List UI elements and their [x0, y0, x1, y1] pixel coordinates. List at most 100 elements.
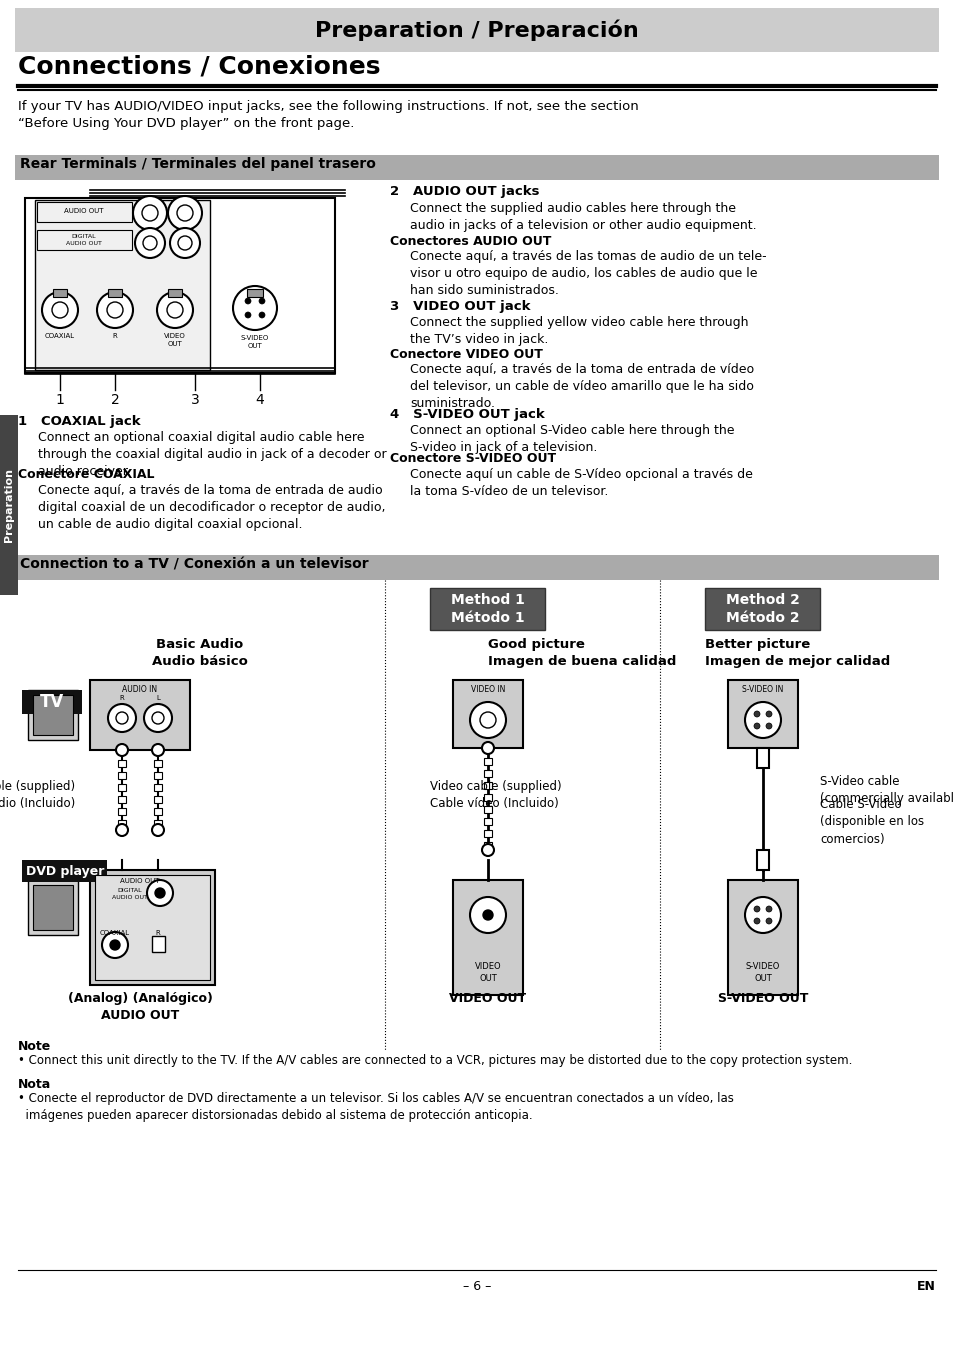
Text: Connection to a TV / Conexión a un televisor: Connection to a TV / Conexión a un telev… — [20, 557, 368, 572]
Text: Preparation: Preparation — [4, 468, 14, 542]
Bar — [95, 875, 210, 980]
Circle shape — [110, 940, 120, 950]
Text: Method 1
Método 1: Method 1 Método 1 — [451, 593, 524, 625]
Circle shape — [167, 302, 183, 318]
Bar — [483, 818, 492, 825]
Bar — [153, 807, 162, 816]
Bar — [153, 760, 162, 767]
Bar — [430, 588, 544, 630]
Bar — [0, 415, 18, 594]
Bar — [757, 748, 768, 768]
Text: VIDEO
OUT: VIDEO OUT — [475, 962, 500, 983]
Text: Connect an optional S-Video cable here through the
S-video in jack of a televisi: Connect an optional S-Video cable here t… — [410, 425, 734, 454]
Bar — [118, 820, 126, 828]
Bar — [483, 758, 492, 766]
Circle shape — [258, 311, 265, 318]
Text: Audio cable (supplied)
Cable audio (Incluido): Audio cable (supplied) Cable audio (Incl… — [0, 780, 75, 810]
Circle shape — [116, 824, 128, 836]
Text: Connect an optional coaxial digital audio cable here
through the coaxial digital: Connect an optional coaxial digital audi… — [38, 431, 386, 479]
Circle shape — [479, 712, 496, 728]
Text: Method 2
Método 2: Method 2 Método 2 — [725, 593, 800, 625]
Bar — [153, 772, 162, 779]
Bar — [15, 155, 938, 181]
Text: Rear Terminals / Terminales del panel trasero: Rear Terminals / Terminales del panel tr… — [20, 156, 375, 171]
Text: Nota: Nota — [18, 1078, 51, 1091]
Circle shape — [142, 205, 158, 221]
Bar — [15, 555, 938, 580]
Circle shape — [152, 712, 164, 724]
Circle shape — [102, 931, 128, 958]
Text: Connections / Conexiones: Connections / Conexiones — [18, 55, 380, 80]
Bar — [483, 794, 492, 801]
Bar — [247, 288, 263, 297]
Text: DVD player: DVD player — [26, 864, 104, 878]
Bar — [168, 288, 182, 297]
Text: 2: 2 — [111, 394, 119, 407]
Text: Preparation / Preparación: Preparation / Preparación — [314, 19, 639, 40]
Circle shape — [132, 195, 167, 231]
Bar — [33, 886, 73, 930]
Circle shape — [233, 286, 276, 330]
Circle shape — [744, 702, 781, 737]
Text: AUDIO IN: AUDIO IN — [122, 685, 157, 694]
Bar — [483, 770, 492, 776]
Text: 3: 3 — [191, 394, 199, 407]
Circle shape — [157, 293, 193, 328]
Bar — [90, 679, 190, 749]
Text: Conecte aquí, a través de la toma de entrada de audio
digital coaxial de un deco: Conecte aquí, a través de la toma de ent… — [38, 484, 385, 531]
Text: VIDEO IN: VIDEO IN — [471, 685, 505, 694]
Circle shape — [482, 910, 493, 919]
Bar — [28, 880, 78, 936]
Text: Conecte aquí, a través de las tomas de audio de un tele-
visor u otro equipo de : Conecte aquí, a través de las tomas de a… — [410, 249, 766, 297]
Circle shape — [258, 298, 265, 305]
Circle shape — [152, 744, 164, 756]
Text: 1   COAXIAL jack: 1 COAXIAL jack — [18, 415, 140, 429]
Circle shape — [152, 824, 164, 836]
Bar — [453, 880, 522, 995]
Text: Conecte aquí, a través de la toma de entrada de vídeo
del televisor, un cable de: Conecte aquí, a través de la toma de ent… — [410, 363, 753, 410]
Text: • Connect this unit directly to the TV. If the A/V cables are connected to a VCR: • Connect this unit directly to the TV. … — [18, 1054, 851, 1068]
Text: Connect the supplied audio cables here through the
audio in jacks of a televisio: Connect the supplied audio cables here t… — [410, 202, 756, 232]
Circle shape — [116, 712, 128, 724]
Text: S-VIDEO OUT: S-VIDEO OUT — [717, 992, 807, 1006]
Text: Note: Note — [18, 1041, 51, 1053]
Text: 4: 4 — [255, 394, 264, 407]
Bar — [727, 679, 797, 748]
Text: L: L — [156, 696, 160, 701]
Circle shape — [116, 744, 128, 756]
Bar — [704, 588, 820, 630]
Bar — [483, 806, 492, 813]
Circle shape — [52, 302, 68, 318]
Bar — [118, 760, 126, 767]
Text: Better picture
Imagen de mejor calidad: Better picture Imagen de mejor calidad — [704, 638, 889, 669]
Circle shape — [108, 704, 136, 732]
Bar — [15, 8, 938, 53]
Circle shape — [178, 236, 192, 249]
Circle shape — [97, 293, 132, 328]
Text: EN: EN — [916, 1281, 935, 1293]
Circle shape — [245, 311, 251, 318]
Circle shape — [168, 195, 202, 231]
Text: R: R — [155, 930, 160, 936]
Circle shape — [481, 844, 494, 856]
Circle shape — [144, 704, 172, 732]
Bar — [153, 797, 162, 803]
Circle shape — [765, 906, 771, 913]
Text: Conecte aquí un cable de S-Vídeo opcional a través de
la toma S-vídeo de un tele: Conecte aquí un cable de S-Vídeo opciona… — [410, 468, 752, 497]
Bar — [153, 785, 162, 791]
Bar — [25, 198, 335, 373]
Text: 1: 1 — [55, 394, 65, 407]
Circle shape — [470, 896, 505, 933]
Circle shape — [753, 918, 760, 923]
Text: If your TV has AUDIO/VIDEO input jacks, see the following instructions. If not, : If your TV has AUDIO/VIDEO input jacks, … — [18, 100, 639, 129]
Bar — [37, 202, 132, 222]
Bar — [483, 830, 492, 837]
Bar — [37, 231, 132, 249]
Bar — [483, 782, 492, 789]
Circle shape — [135, 228, 165, 257]
Text: S-Video cable
(commercially available): S-Video cable (commercially available) — [820, 775, 953, 805]
Text: Conectore S-VIDEO OUT: Conectore S-VIDEO OUT — [390, 452, 556, 465]
Bar — [727, 880, 797, 995]
Circle shape — [753, 710, 760, 717]
Text: S-VIDEO IN: S-VIDEO IN — [741, 685, 782, 694]
